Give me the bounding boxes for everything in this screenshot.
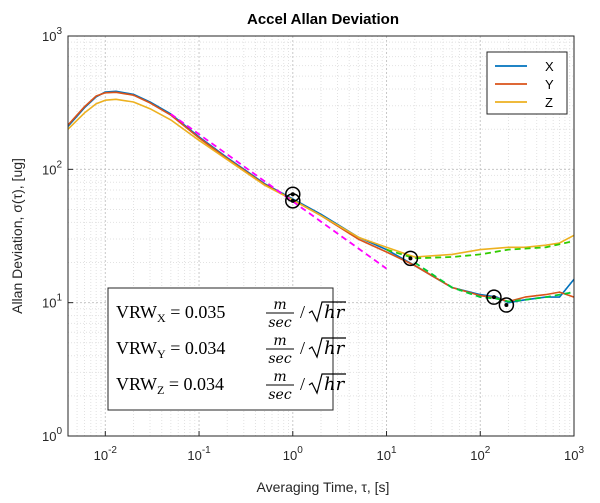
vrw-numerator: m	[273, 333, 286, 349]
marker-dot	[290, 198, 295, 203]
x-tick-label: 100	[283, 445, 303, 463]
per-slash: /	[300, 302, 305, 322]
y-tick-label: 100	[42, 426, 62, 444]
annotation-box	[107, 287, 334, 411]
marker-ring	[285, 193, 301, 209]
y-tick-label: 101	[42, 293, 62, 311]
legend-label-z: Z	[545, 95, 553, 110]
marker-ring	[486, 289, 502, 305]
vrw-denominator: sec	[268, 315, 291, 331]
fit-line-vrw-fit	[170, 113, 388, 270]
sqrt-sign	[308, 301, 346, 323]
x-axis-label: Averaging Time, τ, [s]	[257, 479, 390, 495]
marker-ring	[402, 250, 419, 267]
legend-box	[486, 51, 568, 115]
legend-label-x: X	[545, 59, 554, 74]
markers-group	[285, 186, 515, 313]
sqrt-sign	[308, 373, 346, 395]
legend-label-y: Y	[545, 77, 554, 92]
x-tick-label: 10-2	[94, 445, 118, 463]
per-slash: /	[300, 338, 305, 358]
vrw-root-unit: hr	[324, 302, 346, 323]
marker-dot	[408, 256, 413, 261]
sqrt-sign	[308, 337, 346, 359]
vrw-label: VRWX = 0.035	[116, 302, 225, 325]
series-line-x	[67, 90, 575, 304]
plot-frame	[67, 35, 575, 437]
x-tick-label: 101	[377, 445, 397, 463]
vrw-root-unit: hr	[324, 374, 346, 395]
vrw-denominator: sec	[268, 351, 291, 367]
chart-title: Accel Allan Deviation	[247, 11, 399, 28]
x-tick-label: 103	[564, 445, 584, 463]
marker-dot	[504, 303, 509, 308]
vrw-denominator: sec	[268, 387, 291, 403]
tick-labels: 10-2 10-1 100 101 102 103 100 101 102 103	[42, 26, 584, 463]
y-axis-label: Allan Deviation, σ(τ), [ug]	[9, 158, 25, 314]
legend: XYZ	[486, 51, 568, 115]
fit-lines-group	[170, 113, 575, 303]
x-tick-label: 10-1	[187, 445, 211, 463]
per-slash: /	[300, 374, 305, 394]
y-tick-label: 103	[42, 26, 62, 44]
vrw-label: VRWZ = 0.034	[116, 374, 224, 397]
y-tick-label: 102	[42, 159, 62, 177]
marker-ring	[498, 297, 515, 313]
marker-dot	[491, 295, 496, 300]
vrw-label: VRWY = 0.034	[116, 338, 225, 361]
x-tick-label: 102	[470, 445, 490, 463]
vrw-root-unit: hr	[324, 338, 346, 359]
vrw-annotation-box: VRWX = 0.035 m sec / hr VRWY = 0.034 m sec / hr VR…	[107, 287, 346, 411]
vrw-numerator: m	[273, 297, 286, 313]
fit-line-z-fit	[386, 240, 575, 260]
vrw-numerator: m	[273, 369, 286, 385]
